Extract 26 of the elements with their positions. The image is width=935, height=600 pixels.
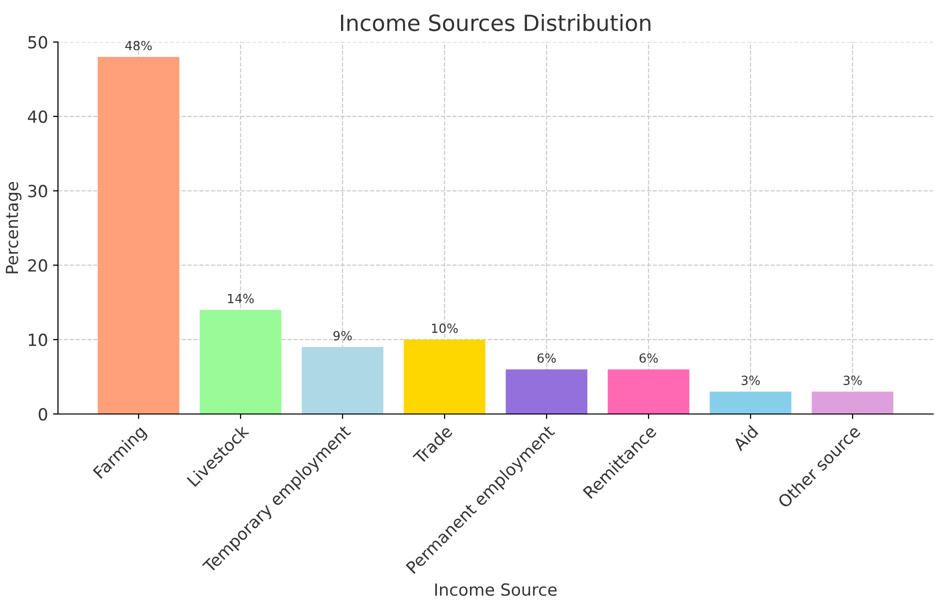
y-tick-label: 40 [28, 110, 48, 123]
y-axis-title: Percentage [6, 182, 22, 274]
data-label: 14% [228, 294, 254, 304]
bar [200, 310, 282, 414]
y-tick-label: 30 [28, 184, 48, 198]
data-label: 9% [333, 330, 352, 340]
data-label: 6% [538, 353, 556, 363]
bar [302, 347, 384, 414]
data-label: 3% [844, 376, 862, 386]
y-tick-label: 50 [28, 36, 48, 49]
bar [608, 369, 690, 414]
y-tick-label: 0 [38, 408, 48, 421]
bar [812, 392, 894, 414]
y-tick-label: 10 [28, 334, 48, 346]
data-label: 10% [432, 324, 458, 334]
bar [98, 56, 180, 414]
data-label: 48% [125, 40, 152, 50]
chart-title: Income Sources Distribution [341, 14, 650, 32]
y-tick-label: 20 [28, 259, 48, 272]
data-label: 6% [640, 353, 658, 363]
bar [710, 392, 792, 414]
x-axis-title: Income Source [435, 583, 557, 596]
bar [404, 340, 486, 414]
x-tick-label: Aid [732, 424, 759, 452]
bar [506, 369, 588, 414]
data-label: 3% [742, 376, 760, 386]
